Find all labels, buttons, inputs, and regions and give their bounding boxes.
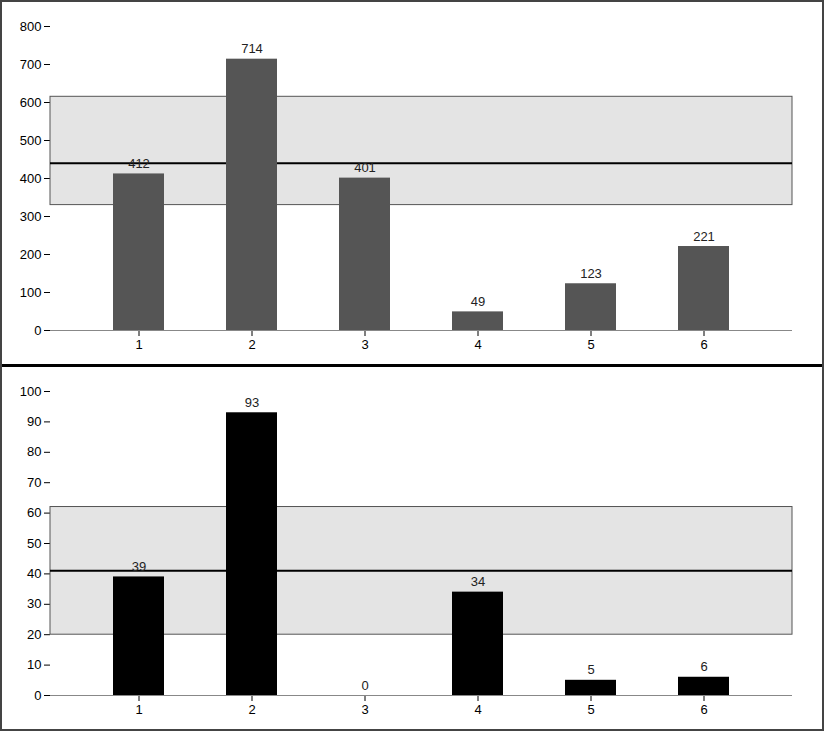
svg-text:100: 100 xyxy=(20,384,42,399)
svg-text:49: 49 xyxy=(471,294,485,309)
svg-text:50: 50 xyxy=(27,536,41,551)
svg-text:5: 5 xyxy=(587,337,594,352)
svg-text:401: 401 xyxy=(354,160,376,175)
svg-text:123: 123 xyxy=(580,266,602,281)
svg-text:6: 6 xyxy=(700,659,707,674)
svg-text:30: 30 xyxy=(27,596,41,611)
svg-text:4: 4 xyxy=(474,337,481,352)
svg-text:714: 714 xyxy=(241,41,263,56)
svg-text:2: 2 xyxy=(248,702,255,717)
svg-text:6: 6 xyxy=(700,337,707,352)
svg-text:40: 40 xyxy=(27,566,41,581)
svg-text:5: 5 xyxy=(587,662,594,677)
svg-text:500: 500 xyxy=(20,133,42,148)
svg-text:0: 0 xyxy=(34,323,41,338)
svg-text:60: 60 xyxy=(27,505,41,520)
svg-text:3: 3 xyxy=(361,337,368,352)
svg-text:0: 0 xyxy=(34,688,41,703)
svg-text:80: 80 xyxy=(27,444,41,459)
svg-text:5: 5 xyxy=(587,702,594,717)
svg-text:0: 0 xyxy=(361,678,368,693)
svg-text:200: 200 xyxy=(20,247,42,262)
svg-text:6: 6 xyxy=(700,702,707,717)
svg-text:34: 34 xyxy=(471,574,485,589)
svg-text:2: 2 xyxy=(248,337,255,352)
svg-text:1: 1 xyxy=(135,702,142,717)
svg-text:93: 93 xyxy=(245,395,259,410)
svg-text:3: 3 xyxy=(361,702,368,717)
svg-text:600: 600 xyxy=(20,95,42,110)
svg-text:70: 70 xyxy=(27,475,41,490)
svg-text:20: 20 xyxy=(27,627,41,642)
svg-text:4: 4 xyxy=(474,702,481,717)
svg-text:10: 10 xyxy=(27,657,41,672)
svg-text:90: 90 xyxy=(27,414,41,429)
svg-text:100: 100 xyxy=(20,285,42,300)
svg-text:700: 700 xyxy=(20,57,42,72)
svg-text:800: 800 xyxy=(20,19,42,34)
svg-text:300: 300 xyxy=(20,209,42,224)
svg-text:412: 412 xyxy=(128,156,150,171)
svg-text:221: 221 xyxy=(693,229,715,244)
svg-text:1: 1 xyxy=(135,337,142,352)
svg-text:39: 39 xyxy=(132,559,146,574)
svg-text:400: 400 xyxy=(20,171,42,186)
